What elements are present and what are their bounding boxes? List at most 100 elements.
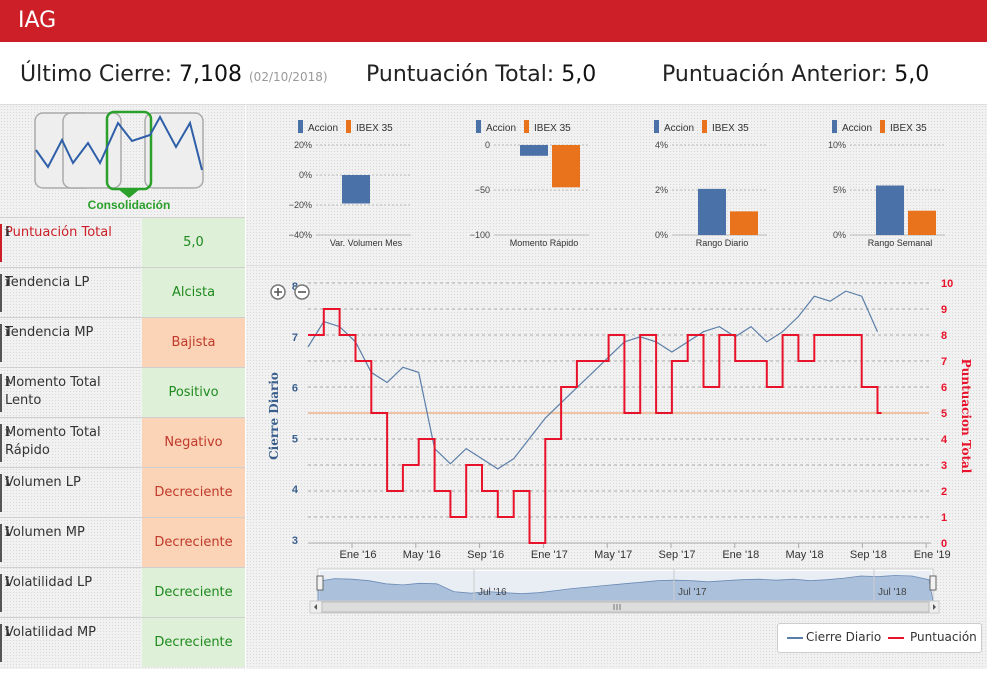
indicator-label: Tendencia MP — [5, 325, 94, 340]
left-axis-tick: 3 — [292, 535, 298, 547]
indicator-label: Volumen LP — [5, 475, 81, 490]
mini-tick-label: −20% — [289, 200, 312, 210]
info-icon[interactable]: ℹ — [5, 375, 10, 390]
indicator-label: Volatilidad LP — [5, 575, 93, 590]
indicator-value: Negativo — [142, 418, 245, 467]
indicator-marker — [0, 224, 2, 262]
navigator-series — [317, 575, 934, 602]
info-icon[interactable]: ℹ — [5, 425, 10, 440]
indicator-value: Decreciente — [142, 568, 245, 617]
mini-tick-label: 0% — [299, 170, 312, 180]
x-axis-tick: Sep '17 — [659, 549, 696, 561]
legend-cierre-swatch — [787, 637, 803, 639]
indicator-marker — [0, 574, 2, 612]
scrollbar-thumb[interactable] — [321, 601, 930, 613]
legend-cierre-label[interactable]: Cierre Diario — [806, 630, 882, 644]
indicator-row: Momento Total Rápido ℹ Negativo — [0, 417, 245, 467]
right-axis-tick: 4 — [941, 434, 948, 446]
navigator-tick-label: Jul '18 — [878, 587, 907, 598]
navigator[interactable]: Jul '16 Jul '17 Jul '18 — [316, 568, 937, 602]
indicator-label-cell: Tendencia MP ℹ — [0, 318, 142, 367]
left-axis-tick: 4 — [292, 484, 299, 496]
left-axis-title: Cierre Diario — [267, 372, 281, 460]
info-icon[interactable]: ℹ — [5, 325, 10, 340]
mini-tick-label: 5% — [833, 185, 846, 195]
indicator-label-cell: Tendencia LP ℹ — [0, 268, 142, 317]
indicator-marker — [0, 624, 2, 662]
mini-tick-label: 0 — [485, 140, 490, 150]
mini-tick-label: 0% — [833, 230, 846, 240]
indicator-value: 5,0 — [142, 218, 245, 267]
stage-pointer — [118, 189, 140, 198]
indicator-label-cell: Volumen LP ℹ — [0, 468, 142, 517]
zoom-out-icon[interactable] — [294, 284, 310, 300]
header-bar: IAG — [0, 0, 987, 42]
x-axis-tick: Ene '18 — [722, 549, 759, 561]
zoom-in-icon[interactable] — [270, 284, 286, 300]
indicator-row: Puntuación Total ℹ 5,0 — [0, 217, 245, 267]
main-chart: 0 1 2 3 4 5 6 7 8 9 10 3 4 5 6 7 8 Ene '16 May '16 Sep '16 E… — [267, 278, 973, 614]
indicator-label-cell: Puntuación Total ℹ — [0, 218, 142, 267]
legend-puntuacion-label[interactable]: Puntuación — [910, 630, 977, 644]
indicator-label-cell: Volatilidad LP ℹ — [0, 568, 142, 617]
legend-ibex-swatch — [524, 120, 529, 133]
indicator-label-cell: Momento Total Lento ℹ — [0, 368, 142, 417]
mini-bar-accion — [876, 185, 904, 235]
info-icon[interactable]: ℹ — [5, 275, 10, 290]
indicator-label: Tendencia LP — [5, 275, 90, 290]
info-icon[interactable]: ℹ — [5, 525, 10, 540]
navigator-handle-left[interactable] — [316, 575, 324, 591]
mini-chart-2: Accion IBEX 35 0 −50 −100 Momento Rápido — [470, 120, 589, 248]
indicator-marker — [0, 274, 2, 312]
scroll-left-arrow-icon[interactable] — [314, 604, 317, 610]
indicator-label-cell: Momento Total Rápido ℹ — [0, 418, 142, 467]
right-axis-tick: 0 — [941, 538, 947, 550]
mini-tick-label: −100 — [470, 230, 490, 240]
x-axis-tick: Ene '19 — [914, 549, 951, 561]
mini-tick-label: 4% — [655, 140, 668, 150]
indicator-value: Alcista — [142, 268, 245, 317]
mini-tick-label: 10% — [828, 140, 846, 150]
legend-ibex-swatch — [702, 120, 707, 133]
mini-chart-title: Rango Diario — [696, 238, 749, 248]
legend-accion-swatch — [298, 120, 303, 133]
mini-chart-3: Accion IBEX 35 4% 2% 0% Rango Diario — [654, 120, 767, 248]
mini-tick-label: 20% — [294, 140, 312, 150]
scrollbar-grip-icon — [613, 604, 621, 610]
indicator-value: Decreciente — [142, 518, 245, 567]
indicator-row: Tendencia MP ℹ Bajista — [0, 317, 245, 367]
right-axis-tick: 7 — [941, 356, 947, 368]
last-close: Último Cierre: 7,108 (02/10/2018) — [20, 62, 328, 87]
zoom-in-plus — [274, 288, 282, 296]
x-axis-tick: Sep '16 — [467, 549, 504, 561]
navigator-handle-right[interactable] — [929, 575, 937, 591]
info-icon[interactable]: ℹ — [5, 475, 10, 490]
left-axis-tick: 8 — [292, 281, 298, 293]
total-score-label: Puntuación Total: — [366, 62, 555, 87]
indicator-row: Volatilidad MP ℹ Decreciente — [0, 617, 245, 667]
indicator-label: Momento Total Lento — [5, 375, 101, 408]
legend-accion-label: Accion — [664, 123, 694, 134]
info-icon[interactable]: ℹ — [5, 625, 10, 640]
right-axis-tick: 5 — [941, 408, 947, 420]
mini-bar-accion — [520, 145, 548, 156]
legend-puntuacion-swatch — [888, 637, 904, 639]
stage-label: Consolidación — [88, 198, 171, 212]
indicator-label-cell: Volatilidad MP ℹ — [0, 618, 142, 667]
indicator-row: Momento Total Lento ℹ Positivo — [0, 367, 245, 417]
info-icon[interactable]: ℹ — [5, 225, 10, 240]
right-axis-tick: 2 — [941, 486, 947, 498]
mini-bar-accion — [698, 188, 726, 235]
info-icon[interactable]: ℹ — [5, 575, 10, 590]
indicator-marker — [0, 424, 2, 462]
navigator-scrollbar[interactable] — [309, 600, 940, 614]
stage-graphic: Consolidación — [34, 110, 204, 212]
main-chart-area: 0 1 2 3 4 5 6 7 8 9 10 3 4 5 6 7 8 Ene '16 May '16 Sep '16 E… — [246, 266, 987, 669]
mini-bar-accion — [342, 175, 370, 204]
scroll-right-arrow-icon[interactable] — [933, 604, 936, 610]
mini-tick-label: −50 — [475, 185, 490, 195]
right-axis-tick: 6 — [941, 382, 947, 394]
x-axis-tick: Sep '18 — [850, 549, 887, 561]
legend-ibex-label: IBEX 35 — [356, 123, 393, 134]
mini-tick-label: 0% — [655, 230, 668, 240]
